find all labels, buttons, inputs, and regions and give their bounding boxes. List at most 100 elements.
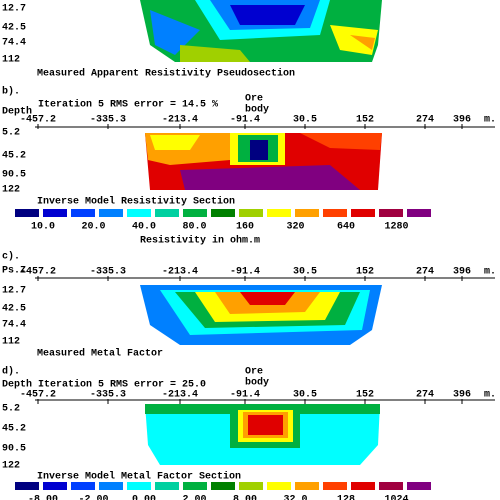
x-tick-label: 396 [453, 115, 471, 126]
x-tick-label: 396 [453, 390, 471, 401]
scale-label: 160 [236, 222, 254, 233]
ore-label: body [245, 377, 269, 389]
depth-label: 45.2 [2, 424, 26, 435]
caption: Measured Metal Factor [37, 348, 163, 360]
scale-label: 80.0 [182, 222, 206, 233]
x-tick-label: -91.4 [230, 115, 260, 126]
scale-swatch [99, 209, 123, 217]
x-tick-label: 274 [416, 267, 434, 278]
x-tick-label: -335.3 [90, 390, 126, 401]
panel-label: c). [2, 251, 20, 263]
x-tick-label: -335.3 [90, 115, 126, 126]
scale-swatch [239, 209, 263, 217]
scale-swatch [267, 209, 291, 217]
scale-title: Resistivity in ohm.m [140, 235, 260, 247]
depth-label: 5.2 [2, 404, 20, 415]
x-tick-label: -457.2 [20, 267, 56, 278]
scale-label: 0.00 [132, 495, 156, 500]
section-d [145, 404, 380, 465]
ore-label: Ore [245, 367, 263, 378]
scale-swatch [379, 482, 403, 490]
rms-text: Iteration 5 RMS error = 14.5 % [38, 99, 218, 111]
scale-swatch [239, 482, 263, 490]
scale-label: 320 [286, 222, 304, 233]
scale-swatch [15, 482, 39, 490]
scale-swatch [379, 209, 403, 217]
depth-label: 42.5 [2, 23, 26, 34]
x-tick-label: 152 [356, 267, 374, 278]
depth-label: 74.4 [2, 38, 26, 49]
section-b [145, 133, 382, 190]
scale-swatch [351, 482, 375, 490]
caption: Inverse Model Resistivity Section [37, 196, 235, 208]
depth-label: 112 [2, 55, 20, 66]
scale-swatch [211, 209, 235, 217]
x-tick-label: -213.4 [162, 115, 198, 126]
x-tick-label: 274 [416, 115, 434, 126]
scale-label: 20.0 [81, 222, 105, 233]
ore-label: Ore [245, 94, 263, 105]
scale-label: 1280 [384, 222, 408, 233]
x-tick-label: -457.2 [20, 115, 56, 126]
x-tick-label: -457.2 [20, 390, 56, 401]
scale-label: 40.0 [132, 222, 156, 233]
scale-label: 10.0 [31, 222, 55, 233]
scale-label: 8.00 [233, 495, 257, 500]
depth-label: 90.5 [2, 170, 26, 181]
scale-swatch [211, 482, 235, 490]
axis-label: Depth [2, 379, 32, 391]
x-tick-label: 152 [356, 390, 374, 401]
scale-swatch [71, 209, 95, 217]
panel-label: b). [2, 86, 20, 98]
rms-text: Iteration 5 RMS error = 25.0 [38, 379, 206, 391]
x-unit: m. [484, 267, 496, 278]
x-tick-label: -335.3 [90, 267, 126, 278]
axis-label: Ps.Z [2, 266, 26, 277]
depth-label: 45.2 [2, 151, 26, 162]
depth-label: 112 [2, 337, 20, 348]
scale-swatch [99, 482, 123, 490]
scale-swatch [351, 209, 375, 217]
depth-label: 42.5 [2, 304, 26, 315]
scale-swatch [127, 209, 151, 217]
depth-label: 12.7 [2, 286, 26, 297]
panel-label: d). [2, 366, 20, 378]
scale-swatch [43, 482, 67, 490]
scale-swatch [267, 482, 291, 490]
depth-label: 122 [2, 461, 20, 472]
depth-label: 5.2 [2, 128, 20, 139]
scale-label: -8.00 [28, 495, 58, 500]
depth-label: 122 [2, 185, 20, 196]
scale-swatch [155, 209, 179, 217]
x-tick-label: 274 [416, 390, 434, 401]
scale-swatch [323, 482, 347, 490]
caption: Inverse Model Metal Factor Section [37, 471, 241, 483]
x-unit: m. [484, 115, 496, 126]
scale-swatch [407, 209, 431, 217]
scale-label: 640 [337, 222, 355, 233]
scale-swatch [71, 482, 95, 490]
section-c [140, 285, 382, 345]
scale-label: 32.0 [283, 495, 307, 500]
axis-label: Depth [2, 106, 32, 118]
depth-label: 74.4 [2, 320, 26, 331]
x-tick-label: -91.4 [230, 390, 260, 401]
scale-label: 1024 [384, 495, 408, 500]
x-tick-label: 396 [453, 267, 471, 278]
scale-swatch [407, 482, 431, 490]
x-tick-label: -213.4 [162, 390, 198, 401]
scale-label: 2.00 [182, 495, 206, 500]
section-a [140, 0, 382, 62]
scale-label: -2.00 [78, 495, 108, 500]
scale-swatch [295, 209, 319, 217]
scale-swatch [183, 482, 207, 490]
scale-swatch [43, 209, 67, 217]
ore-label: body [245, 104, 269, 116]
depth-label: 90.5 [2, 444, 26, 455]
scale-swatch [155, 482, 179, 490]
x-tick-label: 30.5 [293, 115, 317, 126]
scale-swatch [183, 209, 207, 217]
depth-label: 12.7 [2, 4, 26, 15]
caption: Measured Apparent Resistivity Pseudosect… [37, 68, 295, 80]
x-tick-label: -213.4 [162, 267, 198, 278]
